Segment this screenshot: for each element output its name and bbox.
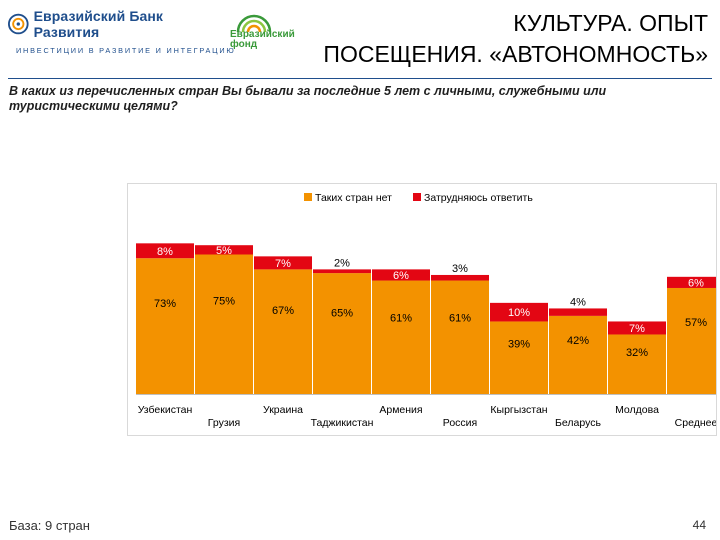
- fund-name: Евразийский фонд: [230, 30, 295, 50]
- data-label-hard-to-say: 3%: [452, 263, 468, 275]
- category-label: Украина: [263, 404, 303, 416]
- bar-segment-hard-to-say: [490, 302, 548, 322]
- data-label-no-countries: 39%: [508, 339, 530, 351]
- data-label-no-countries: 75%: [213, 296, 235, 308]
- bar-segment-hard-to-say: [372, 269, 430, 281]
- eabr-tagline: ИНВЕСТИЦИИ В РАЗВИТИЕ И ИНТЕГРАЦИЮ: [16, 46, 236, 55]
- data-label-no-countries: 57%: [685, 317, 707, 329]
- bar-segment-hard-to-say: [608, 321, 666, 335]
- fund-name-line1: Евразийский: [230, 29, 295, 40]
- bar-segment-no-countries: [431, 280, 489, 394]
- bar-segment-no-countries: [667, 287, 716, 394]
- fund-logo: Евразийский фонд: [228, 12, 295, 58]
- data-label-no-countries: 65%: [331, 308, 353, 320]
- data-label-hard-to-say: 4%: [570, 296, 586, 308]
- bar-segment-hard-to-say: [667, 276, 716, 288]
- bar-segment-no-countries: [254, 269, 312, 394]
- survey-question: В каких из перечисленных стран Вы бывали…: [9, 84, 607, 113]
- category-label: Грузия: [208, 417, 240, 429]
- bar-segment-hard-to-say: [313, 269, 371, 274]
- category-label: Молдова: [615, 404, 659, 416]
- category-label: Среднее: [675, 417, 716, 429]
- bar-segment-hard-to-say: [195, 245, 253, 255]
- bar-segment-no-countries: [136, 258, 194, 394]
- data-label-no-countries: 73%: [154, 298, 176, 310]
- data-label-hard-to-say: 7%: [629, 323, 645, 335]
- data-label-hard-to-say: 5%: [216, 245, 232, 257]
- legend-swatch-1: [304, 193, 312, 201]
- bar-segment-hard-to-say: [549, 308, 607, 316]
- bar-segment-no-countries: [313, 273, 371, 394]
- title-divider: [8, 78, 712, 79]
- data-label-hard-to-say: 6%: [688, 277, 704, 289]
- rainbow-arc-icon: [236, 14, 272, 33]
- category-label: Узбекистан: [138, 404, 193, 416]
- data-label-hard-to-say: 6%: [393, 270, 409, 282]
- category-label: Россия: [443, 417, 477, 429]
- data-label-no-countries: 61%: [390, 312, 412, 324]
- category-label: Кыргызстан: [490, 404, 547, 416]
- data-label-no-countries: 42%: [567, 335, 589, 347]
- fund-name-line2: фонд: [230, 39, 258, 50]
- data-label-hard-to-say: 7%: [275, 258, 291, 270]
- bar-segment-hard-to-say: [136, 243, 194, 259]
- data-label-hard-to-say: 2%: [334, 257, 350, 269]
- bar-segment-no-countries: [549, 315, 607, 394]
- legend-label-2: Затрудняюсь ответить: [424, 192, 533, 204]
- eabr-emblem-icon: [8, 13, 29, 35]
- bar-segment-no-countries: [608, 334, 666, 394]
- legend-label-1: Таких стран нет: [315, 192, 392, 204]
- slide-title-line1: КУЛЬТУРА. ОПЫТ: [513, 10, 708, 36]
- stacked-bar-chart: Таких стран нет Затрудняюсь ответить 73% 8%…: [127, 183, 717, 436]
- base-footnote: База: 9 стран: [9, 518, 90, 533]
- bar-segment-hard-to-say: [254, 256, 312, 270]
- category-label: Армения: [379, 404, 422, 416]
- eabr-logo: Евразийский Банк Развития ИНВЕСТИЦИИ В Р…: [8, 8, 236, 58]
- data-label-hard-to-say: 10%: [508, 307, 530, 319]
- page-number: 44: [692, 518, 706, 532]
- data-label-no-countries: 61%: [449, 312, 471, 324]
- slide-title: КУЛЬТУРА. ОПЫТ ПОСЕЩЕНИЯ. «АВТОНОМНОСТЬ»: [238, 8, 708, 70]
- category-label: Таджикистан: [311, 417, 374, 429]
- slide-title-line2: ПОСЕЩЕНИЯ. «АВТОНОМНОСТЬ»: [323, 41, 708, 67]
- bar-segment-no-countries: [372, 280, 430, 394]
- bar-segment-no-countries: [195, 254, 253, 394]
- data-label-no-countries: 32%: [626, 347, 648, 359]
- bar-segment-no-countries: [490, 321, 548, 394]
- data-label-hard-to-say: 8%: [157, 246, 173, 258]
- data-label-no-countries: 67%: [272, 305, 294, 317]
- legend-swatch-2: [413, 193, 421, 201]
- bar-segment-hard-to-say: [431, 274, 489, 281]
- eabr-name: Евразийский Банк Развития: [33, 8, 164, 40]
- category-label: Беларусь: [555, 417, 601, 429]
- chart-canvas: Таких стран нет Затрудняюсь ответить 73% 8%…: [136, 192, 716, 429]
